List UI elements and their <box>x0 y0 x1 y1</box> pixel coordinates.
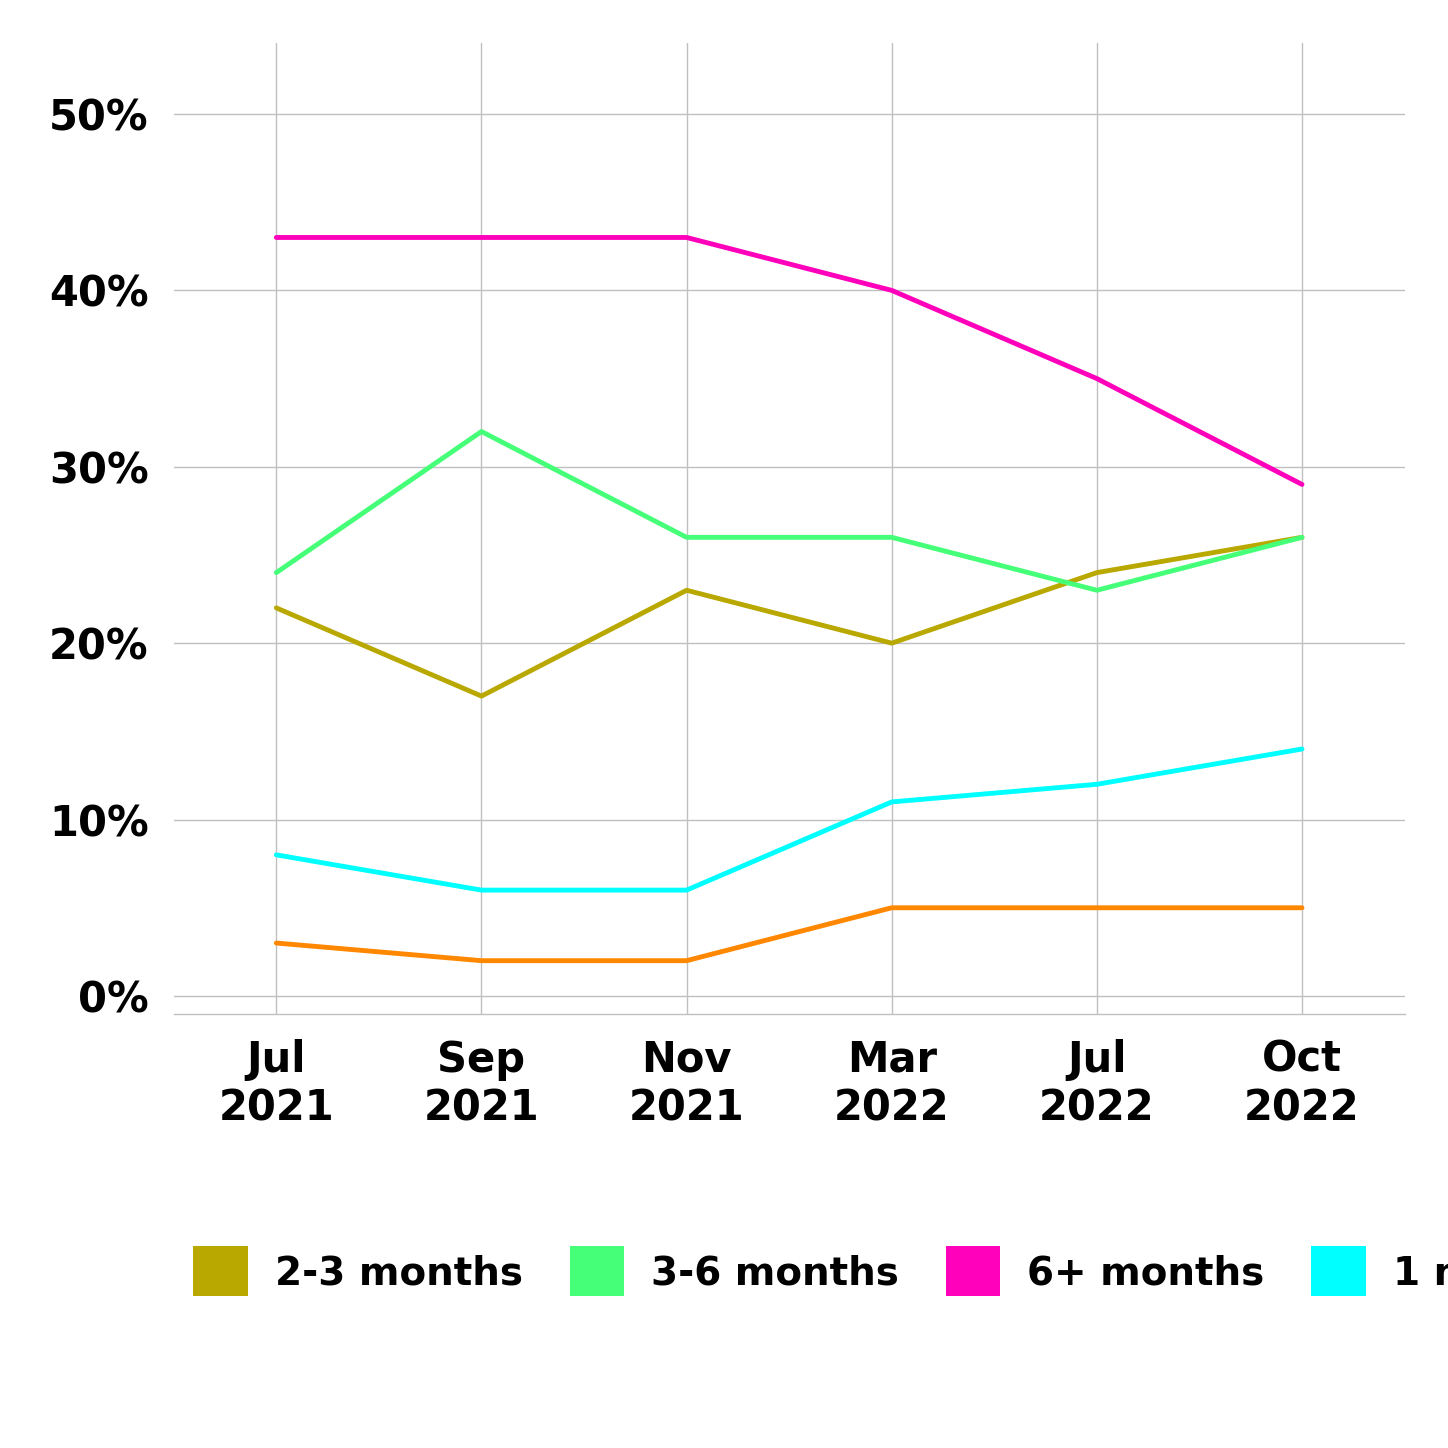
Legend: 2-3 months, 3-6 months, 6+ months, 1 month, < 1 week: 2-3 months, 3-6 months, 6+ months, 1 mon… <box>193 1247 1448 1296</box>
